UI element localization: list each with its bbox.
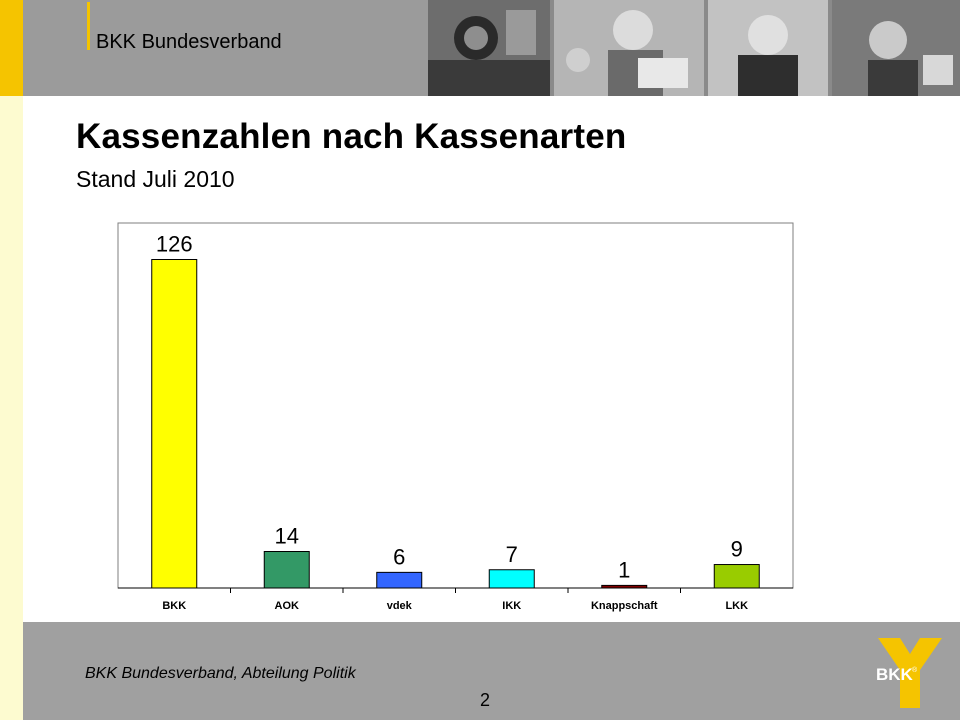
- data-label-knappschaft: 1: [618, 557, 630, 582]
- data-label-lkk: 9: [731, 537, 743, 562]
- photo-woman: [708, 0, 828, 96]
- plot-area: [117, 222, 794, 589]
- data-label-aok: 14: [275, 524, 299, 549]
- data-label-bkk: 126: [156, 232, 193, 257]
- bar-aok: [263, 551, 310, 589]
- left-strip: [0, 0, 23, 720]
- header-photo-strip: [428, 0, 960, 96]
- x-tick-label-knappschaft: Knappschaft: [591, 600, 658, 612]
- photo-diver: [428, 0, 550, 96]
- slide-title: Kassenzahlen nach Kassenarten: [76, 117, 627, 156]
- data-label-vdek: 6: [393, 544, 405, 569]
- bar-ikk: [488, 569, 535, 589]
- data-label-ikk: 7: [506, 542, 518, 567]
- org-name: BKK Bundesverband: [96, 31, 282, 53]
- x-tick-label-ikk: IKK: [502, 600, 521, 612]
- x-tick-label-aok: AOK: [275, 600, 300, 612]
- bar-bkk: [151, 259, 198, 589]
- page-number: 2: [480, 690, 491, 710]
- footer-bar: [23, 622, 960, 720]
- header-accent-line: [87, 2, 90, 50]
- logo-registered-mark: ®: [912, 666, 918, 674]
- photo-grandfather: [554, 0, 704, 96]
- bar-chart: 126 BKK 14 AOK 6 vdek 7 IKK 1 Knappschaft 9 LKK: [117, 222, 794, 612]
- bar-vdek: [376, 571, 423, 589]
- bar-lkk: [713, 564, 760, 589]
- bkk-logo: BKK ®: [876, 638, 942, 708]
- slide-subtitle: Stand Juli 2010: [76, 166, 235, 192]
- logo-text: BKK: [876, 665, 914, 684]
- x-tick-label-bkk: BKK: [162, 600, 186, 612]
- x-tick-label-vdek: vdek: [387, 600, 413, 612]
- left-strip-accent: [0, 0, 23, 96]
- footer-text: BKK Bundesverband, Abteilung Politik: [85, 665, 356, 682]
- photo-student: [832, 0, 960, 96]
- x-tick-label-lkk: LKK: [725, 600, 748, 612]
